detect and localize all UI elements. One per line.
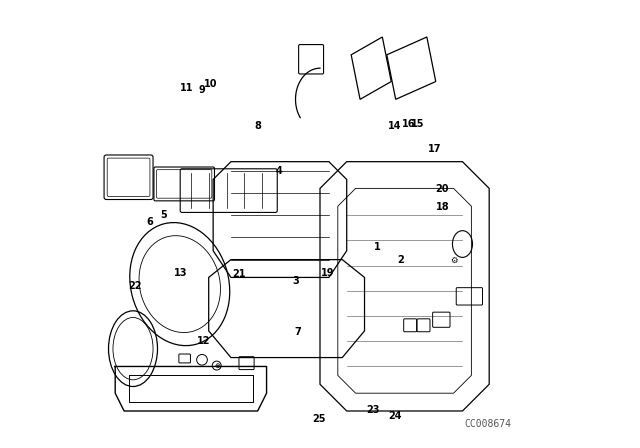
Text: 3: 3	[292, 276, 299, 286]
Text: 24: 24	[388, 411, 401, 421]
Text: 10: 10	[204, 79, 218, 89]
Text: ⊕: ⊕	[214, 362, 221, 369]
Text: 8: 8	[254, 121, 261, 131]
Text: 12: 12	[196, 336, 210, 346]
Text: 21: 21	[232, 269, 246, 279]
Text: 19: 19	[321, 268, 335, 278]
Text: 23: 23	[366, 405, 380, 415]
Text: 22: 22	[129, 281, 142, 291]
Text: 1: 1	[374, 242, 380, 252]
Text: ⚙: ⚙	[450, 256, 458, 265]
Text: 5: 5	[160, 210, 166, 220]
Text: 2: 2	[397, 254, 403, 265]
Text: 9: 9	[198, 86, 205, 95]
Text: 6: 6	[147, 217, 154, 227]
Text: 4: 4	[276, 167, 282, 177]
Text: 17: 17	[428, 144, 442, 154]
Text: 16: 16	[403, 119, 416, 129]
Text: 15: 15	[411, 119, 425, 129]
Text: 11: 11	[180, 83, 193, 93]
Text: 13: 13	[174, 268, 188, 278]
Text: 20: 20	[436, 184, 449, 194]
Text: CC008674: CC008674	[465, 419, 511, 429]
Text: 18: 18	[436, 202, 449, 212]
Text: 7: 7	[294, 327, 301, 337]
Text: 25: 25	[312, 414, 326, 424]
Text: 14: 14	[388, 121, 401, 131]
